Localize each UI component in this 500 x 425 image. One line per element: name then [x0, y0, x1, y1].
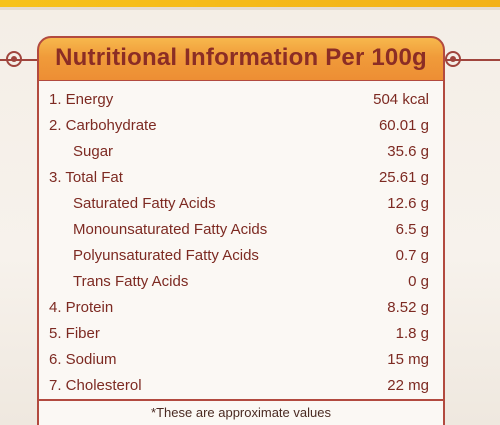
nutrient-label: Polyunsaturated Fatty Acids — [73, 247, 259, 264]
nutrient-value: 35.6 g — [387, 143, 429, 160]
nutrient-label: Monounsaturated Fatty Acids — [73, 221, 268, 238]
table-row: Saturated Fatty Acids 12.6 g — [39, 191, 443, 217]
table-row: Sugar 35.6 g — [39, 139, 443, 165]
table-row: 7. Cholesterol 22 mg — [39, 373, 443, 395]
nutrient-label: 5. Fiber — [49, 325, 100, 342]
page-title: Nutritional Information Per 100g — [55, 44, 427, 71]
table-row: 4. Protein 8.52 g — [39, 295, 443, 321]
top-color-stripe — [0, 0, 500, 10]
nutrient-value: 504 kcal — [373, 91, 429, 108]
table-row: Monounsaturated Fatty Acids 6.5 g — [39, 217, 443, 243]
nutrient-label: 2. Carbohydrate — [49, 117, 157, 134]
nutrient-value: 60.01 g — [378, 117, 429, 134]
table-row: 3. Total Fat 25.61 g — [39, 165, 443, 191]
nutrient-label: 7. Cholesterol — [49, 377, 142, 394]
left-flower-ornament-icon — [6, 51, 22, 67]
table-row: 6. Sodium 15 mg — [39, 347, 443, 373]
footer-box: *These are approximate values — [37, 399, 445, 425]
nutrient-label: 1. Energy — [49, 91, 114, 108]
nutrition-table: 1. Energy 504 kcal 2. Carbohydrate 60.01… — [37, 81, 445, 401]
nutrient-value: 15 mg — [387, 351, 429, 368]
nutrient-value: 6.5 g — [395, 221, 429, 238]
nutrient-value: 0 g — [408, 273, 429, 290]
title-banner: Nutritional Information Per 100g — [37, 36, 445, 82]
nutrient-value: 1.8 g — [395, 325, 429, 342]
nutrient-label: Saturated Fatty Acids — [73, 195, 216, 212]
table-row: 1. Energy 504 kcal — [39, 87, 443, 113]
nutrient-value: 22 mg — [387, 377, 429, 394]
nutrient-value: 8.52 g — [387, 299, 429, 316]
table-row: Trans Fatty Acids 0 g — [39, 269, 443, 295]
table-row: Polyunsaturated Fatty Acids 0.7 g — [39, 243, 443, 269]
table-row: 5. Fiber 1.8 g — [39, 321, 443, 347]
right-decorative-rule — [444, 59, 500, 61]
right-flower-ornament-icon — [445, 51, 461, 67]
nutrient-label: Trans Fatty Acids — [73, 273, 189, 290]
nutrient-value: 12.6 g — [387, 195, 429, 212]
nutrient-label: 4. Protein — [49, 299, 114, 316]
nutrient-value: 0.7 g — [395, 247, 429, 264]
nutrient-value: 25.61 g — [378, 169, 429, 186]
approximate-values-note: *These are approximate values — [39, 399, 443, 425]
nutrient-label: Sugar — [73, 143, 114, 160]
nutrient-label: 3. Total Fat — [49, 169, 123, 186]
table-row: 2. Carbohydrate 60.01 g — [39, 113, 443, 139]
nutrient-label: 6. Sodium — [49, 351, 117, 368]
